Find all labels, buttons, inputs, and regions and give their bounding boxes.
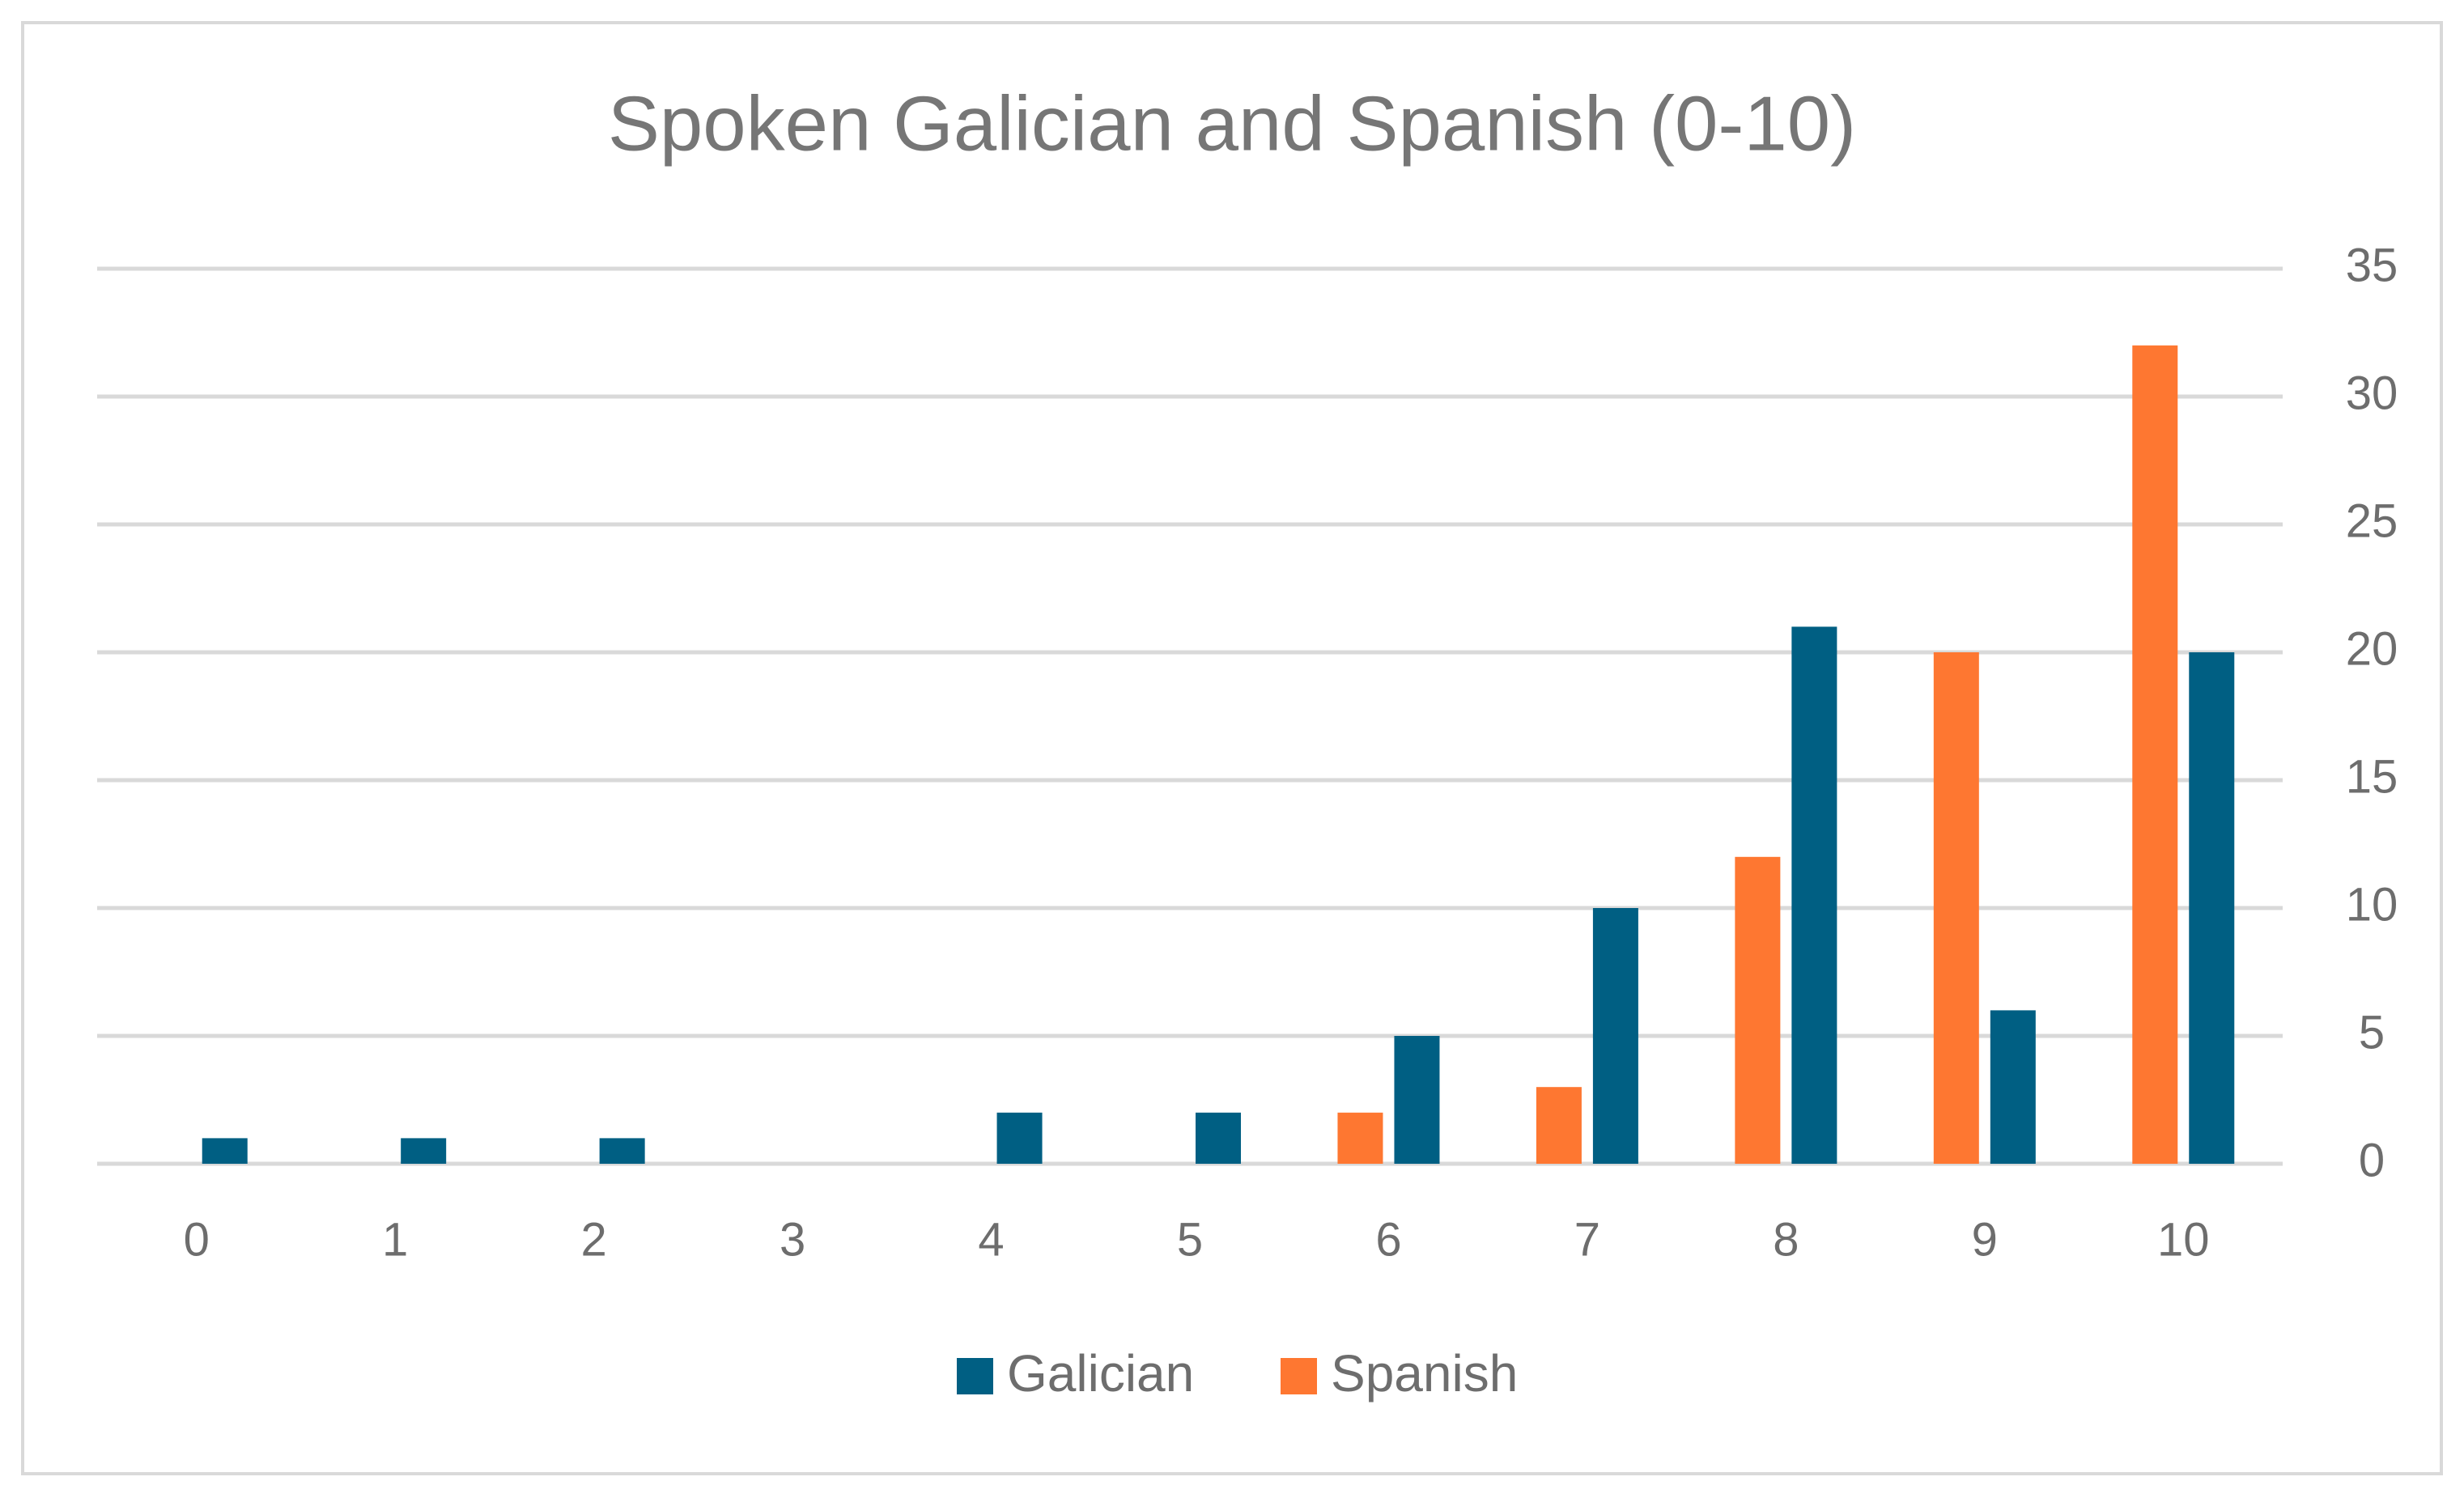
chart-title: Spoken Galician and Spanish (0-10) <box>608 80 1856 167</box>
bar <box>1791 626 1837 1164</box>
x-tick-label: 6 <box>1375 1213 1401 1266</box>
x-tick-label: 0 <box>184 1213 210 1266</box>
x-tick-label: 7 <box>1574 1213 1600 1266</box>
y-tick-label: 30 <box>2346 367 2398 419</box>
y-tick-label: 0 <box>2359 1134 2385 1186</box>
x-tick-label: 8 <box>1773 1213 1799 1266</box>
legend-swatch <box>957 1358 993 1394</box>
legend-swatch <box>1281 1358 1317 1394</box>
x-tick-label: 5 <box>1177 1213 1203 1266</box>
x-tick-label: 1 <box>382 1213 408 1266</box>
bar <box>1196 1112 1241 1164</box>
bar <box>1990 1010 2036 1164</box>
bar <box>1337 1112 1383 1164</box>
x-tick-label: 3 <box>780 1213 805 1266</box>
chart-frame <box>21 21 2443 1475</box>
y-tick-label: 35 <box>2346 239 2398 291</box>
bar <box>996 1112 1043 1164</box>
y-tick-label: 25 <box>2346 494 2398 547</box>
x-tick-label: 4 <box>978 1213 1004 1266</box>
bar <box>1735 856 1781 1164</box>
bar <box>599 1138 645 1164</box>
y-tick-label: 5 <box>2359 1006 2385 1059</box>
y-tick-label: 15 <box>2346 750 2398 803</box>
bar <box>1536 1087 1582 1164</box>
bar <box>401 1138 447 1164</box>
bar <box>1394 1036 1440 1164</box>
x-tick-label: 2 <box>581 1213 607 1266</box>
x-tick-label: 10 <box>2157 1213 2210 1266</box>
y-tick-label: 20 <box>2346 622 2398 675</box>
bar <box>202 1138 248 1164</box>
legend-label: Spanish <box>1331 1344 1518 1403</box>
bar <box>2132 345 2178 1164</box>
bar <box>1592 908 1638 1164</box>
y-tick-label: 10 <box>2346 878 2398 931</box>
legend-label: Galician <box>1007 1344 1194 1403</box>
x-tick-label: 9 <box>1972 1213 1998 1266</box>
bar <box>1933 652 1979 1164</box>
bar <box>2189 652 2235 1164</box>
